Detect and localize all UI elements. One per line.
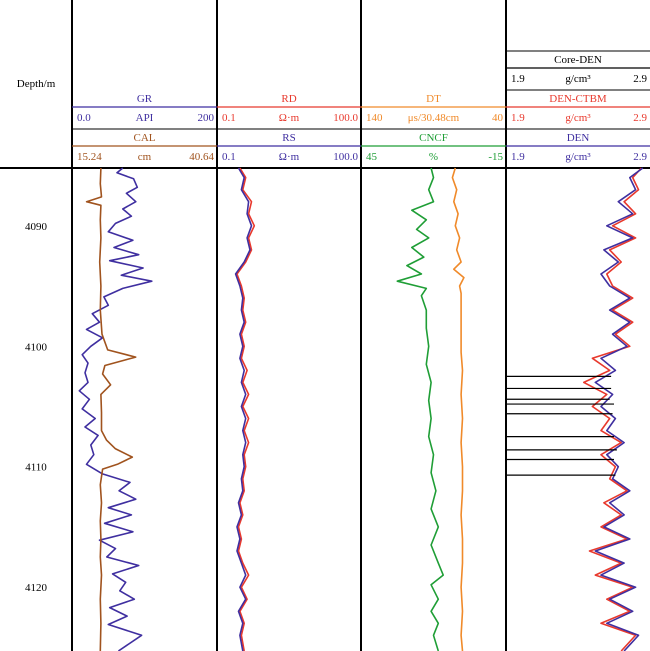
cncf-curve: [396, 167, 445, 651]
header-layer: GR 0.0 API 200 CAL 15.24 cm 40.64 RD 0.1 Ω·m 100.0 R…: [72, 50, 650, 163]
core-den-scale-unit: g/cm³: [565, 73, 591, 85]
den-header-name: DEN: [567, 132, 590, 144]
depth-header-label: Depth/m: [17, 78, 56, 90]
depth-tick-label-4100: 4100: [25, 341, 48, 353]
dt-curve: [451, 167, 465, 651]
plot-layer: 4090 4100 4110 4120: [25, 167, 644, 651]
rd-curve: [236, 167, 256, 651]
den-scale-max: 2.9: [633, 151, 647, 163]
rs-scale-max: 100.0: [333, 151, 358, 163]
cncf-header-name: CNCF: [419, 132, 448, 144]
core-den-header-name: Core-DEN: [554, 54, 602, 66]
den-ctbm-scale-unit: g/cm³: [565, 112, 591, 124]
gr-curve: [78, 167, 153, 651]
cal-scale-unit: cm: [138, 151, 152, 163]
rs-scale-min: 0.1: [222, 151, 236, 163]
rs-curve: [234, 167, 253, 651]
den-scale-unit: g/cm³: [565, 151, 591, 163]
den-ctbm-curve: [582, 167, 642, 651]
gr-scale-unit: API: [136, 112, 154, 124]
rd-scale-min: 0.1: [222, 112, 236, 124]
den-ctbm-scale-max: 2.9: [633, 112, 647, 124]
cal-header-name: CAL: [134, 132, 156, 144]
rd-scale-unit: Ω·m: [279, 112, 300, 124]
depth-tick-label-4090: 4090: [25, 221, 48, 233]
dt-scale-min: 140: [366, 112, 383, 124]
rd-scale-max: 100.0: [333, 112, 358, 124]
den-ctbm-header-name: DEN-CTBM: [549, 93, 607, 105]
cncf-scale-min: 45: [366, 151, 378, 163]
cal-curve: [85, 167, 137, 651]
rd-header-name: RD: [281, 93, 296, 105]
depth-tick-label-4120: 4120: [25, 582, 48, 594]
core-den-scale-min: 1.9: [511, 73, 525, 85]
rs-scale-unit: Ω·m: [279, 151, 300, 163]
den-ctbm-scale-min: 1.9: [511, 112, 525, 124]
cal-scale-max: 40.64: [189, 151, 214, 163]
core-den-scale-max: 2.9: [633, 73, 647, 85]
dt-scale-unit: μs/30.48cm: [408, 112, 460, 124]
cncf-scale-unit: %: [429, 151, 438, 163]
rs-header-name: RS: [282, 132, 295, 144]
dt-scale-max: 40: [492, 112, 504, 124]
den-scale-min: 1.9: [511, 151, 525, 163]
gr-scale-min: 0.0: [77, 112, 91, 124]
gr-header-name: GR: [137, 93, 153, 105]
depth-tick-label-4110: 4110: [25, 462, 47, 474]
dt-header-name: DT: [426, 93, 441, 105]
cncf-scale-max: -15: [488, 151, 503, 163]
den-curve: [594, 167, 644, 651]
cal-scale-min: 15.24: [77, 151, 102, 163]
gr-scale-max: 200: [198, 112, 215, 124]
